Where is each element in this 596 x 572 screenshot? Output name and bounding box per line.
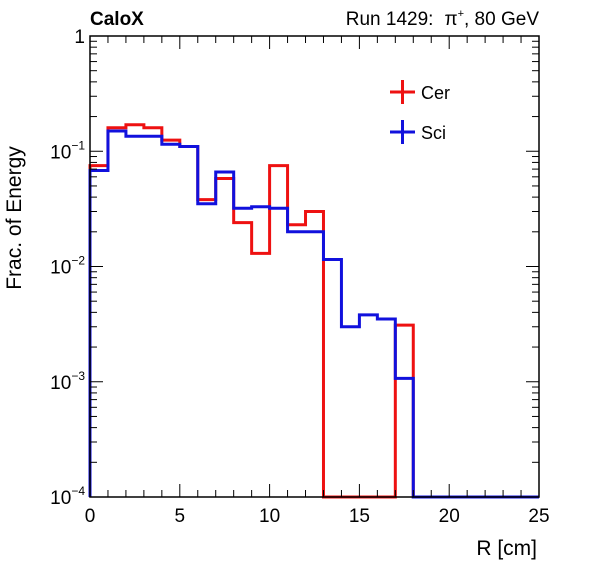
legend-sci-label: Sci (421, 123, 446, 143)
x-axis-label: R [cm] (476, 537, 537, 560)
header-label-right: Run 1429: π+, 80 GeV (346, 8, 540, 30)
header-run: Run 1429: (346, 9, 434, 30)
x-tick-label: 25 (528, 506, 549, 527)
x-tick-label: 0 (85, 506, 96, 527)
legend-cer-label: Cer (421, 83, 450, 103)
x-tick-label: 10 (259, 506, 280, 527)
header-energy: , 80 GeV (464, 9, 539, 30)
ticks-layer: 0 5 10 15 20 25 10−4 10−3 10−2 10−1 1 (50, 27, 549, 527)
y-tick-label: 10−1 (50, 138, 85, 163)
series-layer (88, 123, 539, 499)
header-charge: + (458, 8, 464, 20)
y-axis-label: Frac. of Energy (3, 146, 26, 290)
header-label-left: CaloX (90, 9, 144, 30)
x-tick-label: 20 (439, 506, 460, 527)
y-tick-label: 10−3 (50, 369, 85, 394)
plot-frame (89, 35, 540, 498)
y-tick-label: 10−4 (50, 484, 85, 509)
y-tick-label: 10−2 (50, 254, 85, 279)
legend: Cer Sci (390, 80, 450, 144)
x-tick-label: 15 (349, 506, 370, 527)
series-cer-line (88, 123, 539, 499)
header-particle: π (444, 9, 457, 30)
series-sci-line (88, 129, 539, 499)
x-tick-label: 5 (175, 506, 186, 527)
y-tick-label: 1 (74, 27, 85, 48)
